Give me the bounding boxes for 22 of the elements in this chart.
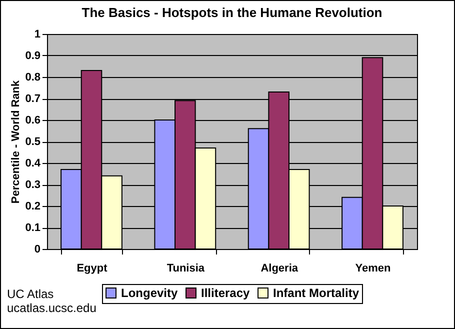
legend-label: Illiteracy (201, 286, 250, 300)
x-tick-label: Yemen (355, 262, 392, 274)
y-tick-label: 0.5 (25, 136, 40, 148)
x-tick-label: Tunisia (166, 262, 206, 274)
y-tick-label: 0.8 (25, 72, 40, 84)
chart-title: The Basics - Hotspots in the Humane Revolution (82, 5, 382, 20)
y-axis-title: Percentile - World Rank (10, 79, 22, 204)
y-tick-label: 0.4 (25, 158, 42, 170)
x-tick-label: Egypt (76, 262, 108, 274)
legend-label: Longevity (121, 286, 178, 300)
y-tick-label: 0.6 (25, 114, 40, 126)
y-tick-label: 0 (34, 244, 40, 256)
y-tick-label: 0.2 (25, 200, 40, 212)
y-tick-label: 0.3 (25, 179, 40, 191)
text: UC Atlas (7, 287, 55, 301)
text: ucatlas.ucsc.edu (7, 301, 96, 315)
y-tick-label: 0.9 (25, 50, 40, 62)
y-tick-label: 0.7 (25, 93, 40, 105)
legend-label: Infant Mortality (273, 286, 360, 300)
y-tick-label: 1 (34, 28, 40, 40)
x-tick-label: Algeria (260, 262, 299, 274)
y-tick-label: 0.1 (25, 222, 40, 234)
